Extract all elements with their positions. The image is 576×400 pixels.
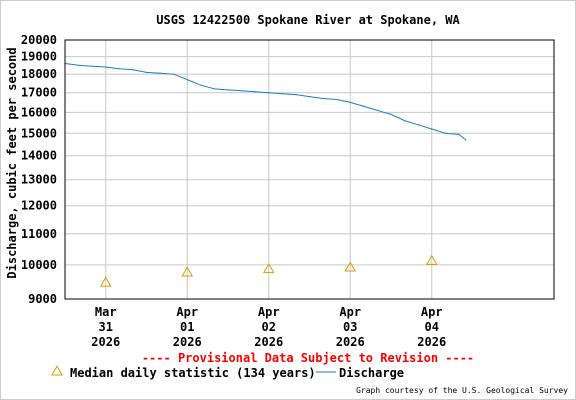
x-tick-label: 03	[343, 320, 357, 334]
y-axis-label: Discharge, cubic feet per second	[5, 47, 19, 278]
x-tick-label: 2026	[417, 335, 446, 349]
discharge-point	[444, 132, 446, 134]
discharge-point	[390, 113, 392, 116]
discharge-point	[281, 93, 283, 95]
discharge-point	[159, 72, 161, 74]
provisional-notice: ---- Provisional Data Subject to Revisio…	[142, 351, 474, 365]
y-tick-label: 9000	[28, 292, 57, 306]
y-tick-label: 18000	[21, 67, 57, 81]
legend-median-label: Median daily statistic (134 years)	[70, 366, 316, 380]
median-marker	[344, 261, 357, 272]
x-tick-label: 02	[262, 320, 276, 334]
y-tick-label: 19000	[21, 50, 57, 64]
discharge-point	[254, 91, 256, 93]
discharge-point	[213, 88, 216, 90]
discharge-point	[105, 66, 107, 68]
discharge-point	[322, 97, 324, 100]
discharge-point	[145, 71, 148, 73]
x-tick-label: Mar	[95, 305, 117, 319]
discharge-point	[465, 139, 467, 141]
y-tick-label: 17000	[21, 86, 57, 100]
discharge-point	[295, 94, 297, 96]
y-tick-labels: 9000 10000 11000 12000 13000 14000 15000 16000 1…	[21, 33, 57, 306]
chart-title: USGS 12422500 Spokane River at Spokane, …	[156, 13, 460, 27]
y-tick-label: 16000	[21, 105, 57, 119]
legend-discharge-label: Discharge	[339, 366, 404, 380]
x-tick-label: 01	[180, 320, 194, 334]
discharge-point	[336, 98, 338, 101]
median-marker	[99, 276, 112, 287]
discharge-point	[186, 79, 188, 81]
y-tick-label: 11000	[21, 227, 57, 241]
x-tick-label: 31	[99, 320, 113, 334]
y-tick-label: 13000	[21, 173, 57, 187]
series-layer	[64, 62, 467, 287]
usgs-credit: Graph courtesy of the U.S. Geological Su…	[356, 386, 568, 395]
x-tick-labels: Mar312026Apr012026Apr022026Apr032026Apr0…	[91, 305, 446, 349]
x-tick-label: Apr	[339, 305, 361, 319]
discharge-point	[458, 133, 460, 135]
x-tick-label: Apr	[258, 305, 280, 319]
discharge-point	[431, 128, 433, 130]
y-tick-label: 15000	[21, 126, 57, 140]
discharge-point	[173, 73, 175, 75]
discharge-point	[349, 101, 351, 103]
x-tick-label: 2026	[173, 335, 202, 349]
y-tick-label: 12000	[21, 199, 57, 213]
y-tick-label: 10000	[21, 258, 57, 272]
legend: Median daily statistic (134 years) Discha…	[51, 365, 404, 380]
median-marker	[262, 263, 275, 274]
discharge-point	[77, 64, 80, 66]
discharge-point	[91, 65, 93, 67]
discharge-point	[376, 109, 379, 111]
median-marker	[181, 266, 194, 277]
discharge-point	[403, 119, 406, 122]
y-tick-label: 14000	[21, 149, 57, 163]
discharge-point	[268, 92, 270, 94]
y-tick-label: 20000	[21, 33, 57, 47]
x-tick-label: 2026	[91, 335, 120, 349]
legend-median-symbol	[51, 365, 63, 376]
x-tick-label: Apr	[421, 305, 443, 319]
x-tick-label: 2026	[254, 335, 283, 349]
discharge-point	[363, 105, 365, 107]
discharge-point	[308, 95, 311, 98]
discharge-point	[118, 68, 120, 70]
median-marker	[425, 254, 438, 266]
discharge-point	[227, 89, 229, 91]
discharge-point	[240, 90, 243, 92]
x-tick-label: 04	[425, 320, 439, 334]
x-tick-label: Apr	[176, 305, 198, 319]
discharge-point	[200, 84, 202, 86]
discharge-point	[417, 124, 419, 126]
x-tick-label: 2026	[336, 335, 365, 349]
plot-frame	[64, 39, 555, 300]
discharge-point	[132, 69, 134, 71]
